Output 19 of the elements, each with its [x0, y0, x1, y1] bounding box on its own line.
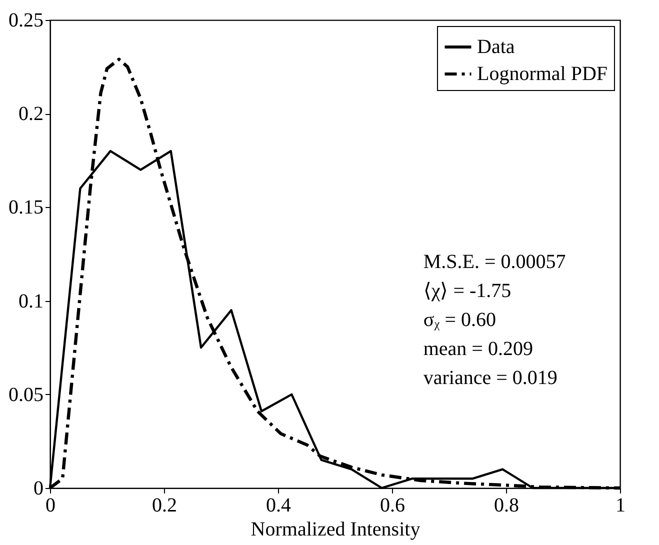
annotation: M.S.E. = 0.00057	[423, 251, 566, 274]
y-tick-label: 0.05	[8, 384, 44, 406]
annotation: variance = 0.019	[423, 367, 558, 390]
y-tick-label: 0.1	[18, 290, 44, 312]
annotation: ⟨χ⟩ = -1.75	[423, 280, 512, 302]
annotation: σᵪ = 0.60	[423, 309, 496, 332]
legend-label: Data	[477, 36, 515, 58]
legend-label: Lognormal PDF	[477, 63, 608, 85]
x-tick-label: 0.4	[266, 494, 291, 516]
x-tick-label: 1	[616, 494, 626, 516]
x-axis-title: Normalized Intensity	[250, 518, 420, 540]
x-tick-label: 0.2	[152, 494, 177, 516]
y-tick-label: 0	[34, 478, 44, 500]
y-tick-label: 0.25	[8, 10, 44, 32]
y-tick-label: 0.15	[8, 196, 44, 219]
annotation: mean = 0.209	[423, 338, 533, 360]
y-tick-label: 0.2	[18, 103, 44, 126]
x-tick-label: 0.8	[494, 494, 519, 516]
x-tick-label: 0.6	[380, 494, 405, 516]
